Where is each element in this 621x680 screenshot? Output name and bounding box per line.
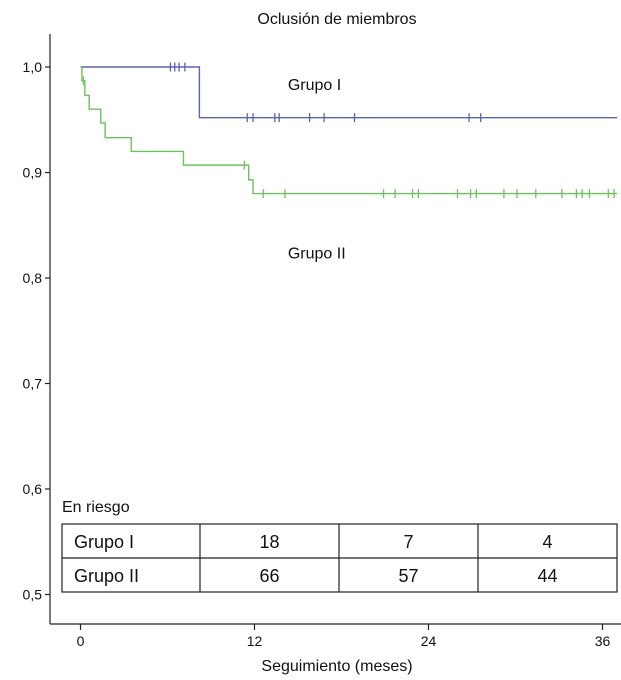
risk-cell: 66 (259, 566, 279, 586)
risk-cell: 18 (259, 532, 279, 552)
x-tick-label: 36 (595, 633, 611, 649)
risk-table-title: En riesgo (62, 499, 130, 516)
survival-line-2 (80, 66, 617, 195)
y-tick-label: 1,0 (23, 59, 43, 75)
y-tick-label: 0,8 (23, 270, 43, 286)
risk-row-label: Grupo II (74, 566, 139, 586)
x-tick-label: 12 (247, 633, 263, 649)
risk-cell: 44 (537, 566, 557, 586)
risk-cell: 7 (403, 532, 413, 552)
series-annotations: Grupo I Grupo II (288, 77, 346, 263)
risk-table: En riesgo Grupo I 18 7 4 Grupo II 66 57 44 (61, 499, 618, 593)
x-axis-label: Seguimiento (meses) (261, 658, 412, 675)
y-tick-label: 0,6 (23, 481, 43, 497)
plot-lines (80, 62, 617, 199)
y-tick-label: 0,7 (23, 376, 43, 392)
y-tick-label: 0,5 (23, 587, 43, 603)
risk-cell: 57 (398, 566, 418, 586)
risk-cell: 4 (542, 532, 552, 552)
survival-line-1 (80, 66, 617, 119)
x-tick-label: 24 (421, 633, 437, 649)
series-label-2: Grupo II (288, 246, 346, 263)
axes: 0,5 0,6 0,7 0,8 0,9 1,0 0 12 24 36 (23, 34, 621, 649)
risk-row-label: Grupo I (74, 532, 134, 552)
series-label-1: Grupo I (288, 77, 341, 94)
chart-title: Oclusión de miembros (257, 11, 416, 28)
x-tick-label: 0 (77, 633, 85, 649)
y-tick-label: 0,9 (23, 165, 43, 181)
